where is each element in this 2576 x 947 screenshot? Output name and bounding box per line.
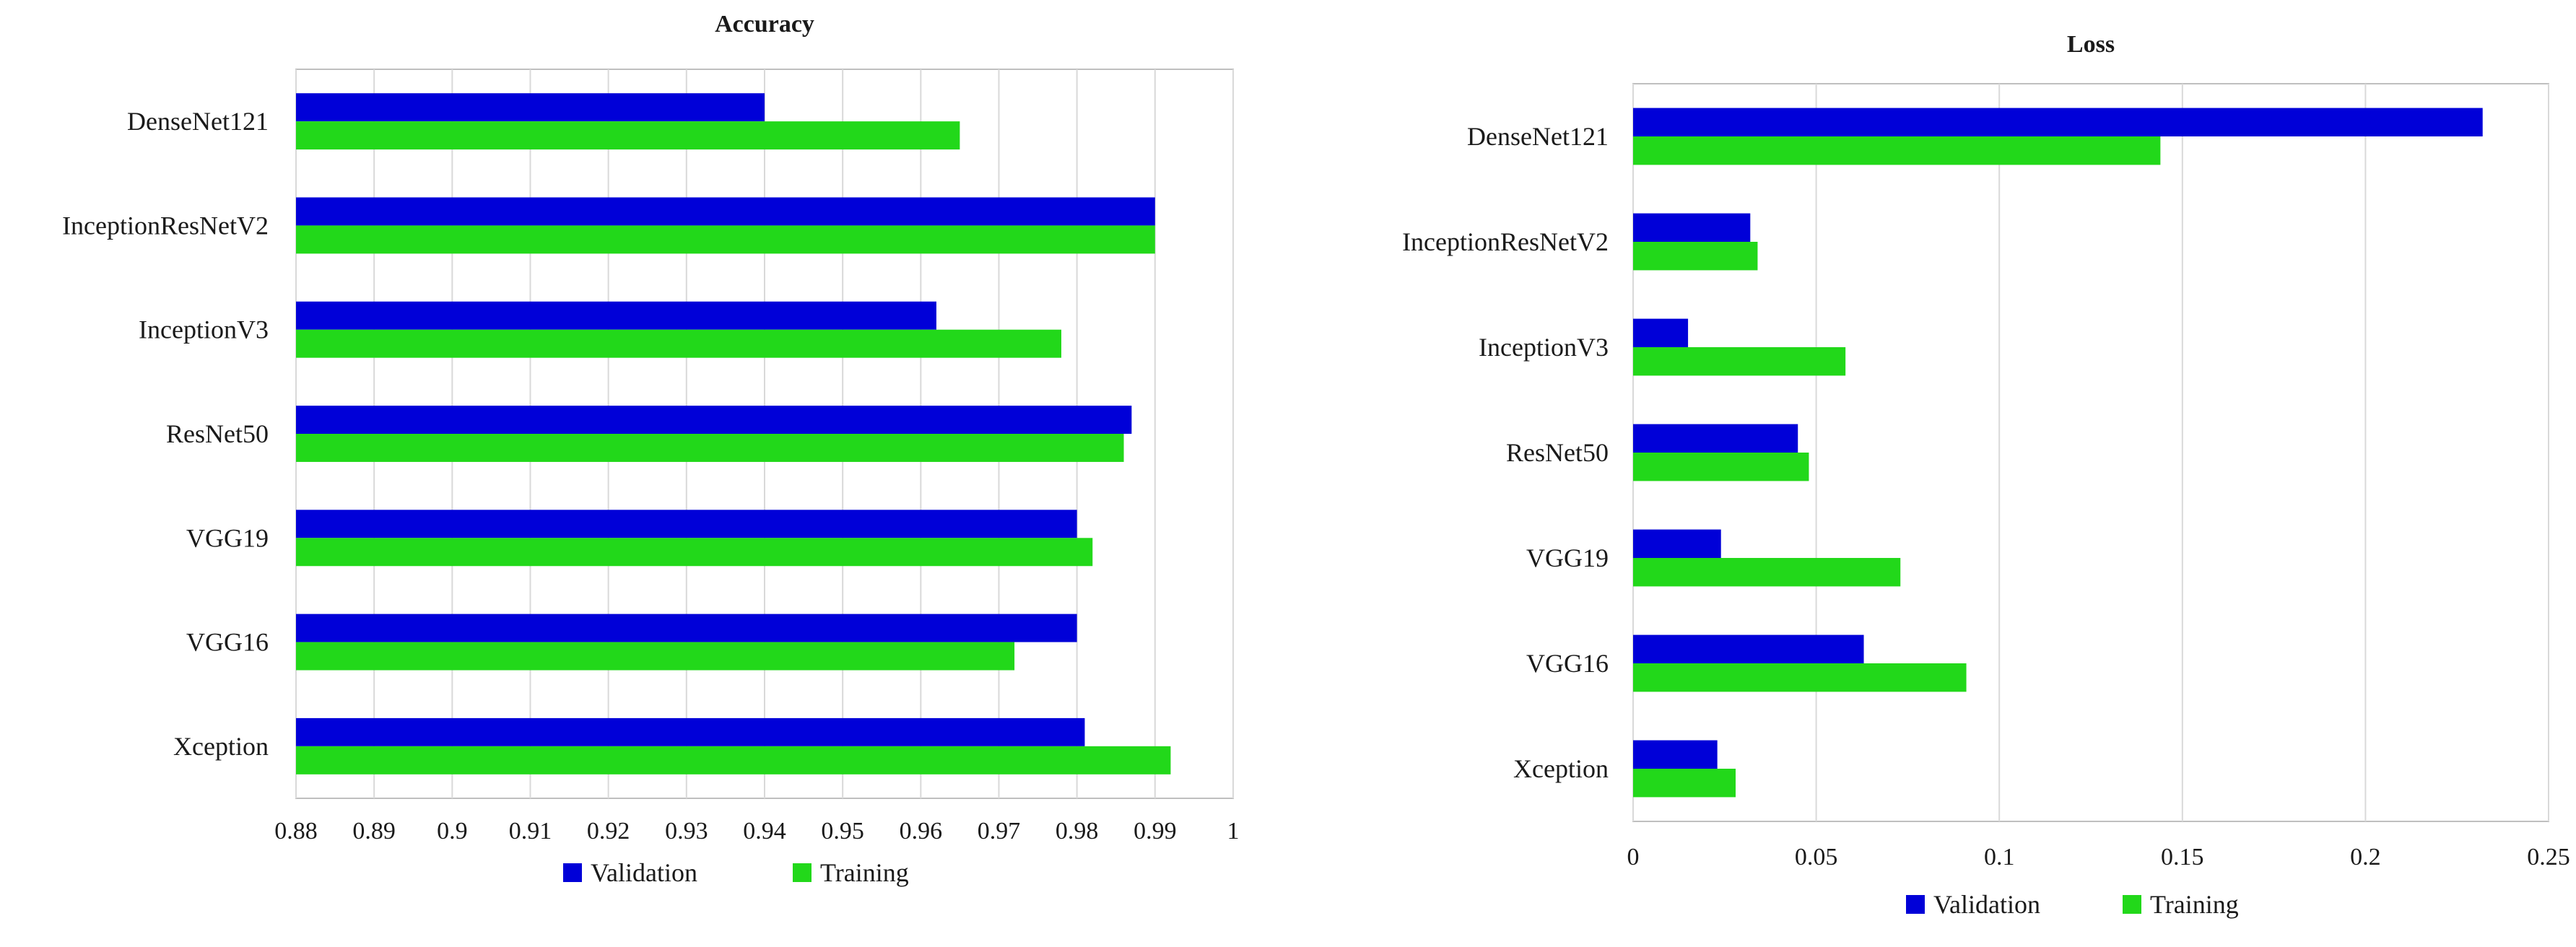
category-label: DenseNet121 (1467, 122, 1609, 151)
legend-label-training: Training (2150, 890, 2239, 919)
x-tick-label: 0.05 (1795, 844, 1838, 870)
bar-training-resnet50 (1633, 453, 1809, 481)
x-tick-label: 0.92 (587, 818, 630, 845)
bar-training-densenet121 (296, 121, 960, 150)
legend-label-validation: Validation (591, 858, 697, 887)
chart-accuracy: 0.88 0.89 0.9 0.91 0.92 0.93 0.94 0.95 0.96 0.97 0… (62, 11, 1239, 887)
chart-title: Loss (2067, 31, 2115, 58)
bar-validation-resnet50 (1633, 424, 1798, 453)
category-label: VGG19 (1526, 544, 1609, 572)
bar-training-vgg16 (296, 642, 1015, 671)
x-tick-label: 0 (1627, 844, 1640, 870)
category-label: ResNet50 (1506, 438, 1609, 467)
category-label: InceptionV3 (1479, 333, 1609, 362)
x-tick-label: 0.15 (2161, 844, 2204, 870)
category-label: InceptionV3 (139, 315, 269, 344)
bar-validation-xception (296, 717, 1085, 746)
bar-validation-vgg19 (1633, 529, 1721, 558)
bar-training-inceptionresnetv2 (296, 225, 1155, 254)
bar-validation-resnet50 (296, 406, 1132, 434)
bar-validation-inceptionv3 (296, 301, 936, 330)
category-label: DenseNet121 (127, 107, 269, 136)
bar-training-inceptionv3 (296, 329, 1062, 358)
category-label: ResNet50 (166, 419, 269, 448)
x-tick-label: 0.91 (509, 818, 552, 845)
bar-training-vgg19 (1633, 558, 1901, 587)
bar-validation-inceptionv3 (1633, 318, 1689, 347)
legend-swatch-training (793, 863, 811, 882)
category-label: Xception (173, 732, 269, 761)
category-label: Xception (1513, 754, 1609, 783)
category-label: VGG16 (1526, 649, 1609, 678)
bar-training-inceptionresnetv2 (1633, 242, 1758, 271)
x-tick-label: 0.9 (437, 818, 468, 845)
bar-validation-vgg19 (296, 510, 1077, 538)
bar-training-xception (296, 746, 1171, 774)
x-tick-label: 0.94 (743, 818, 786, 845)
category-label: InceptionResNetV2 (1402, 227, 1609, 256)
bar-training-vgg19 (296, 538, 1093, 567)
x-tick-label: 0.93 (665, 818, 708, 845)
bar-validation-densenet121 (1633, 108, 2483, 136)
bar-training-inceptionv3 (1633, 347, 1846, 376)
bar-validation-densenet121 (296, 93, 765, 122)
bar-validation-inceptionresnetv2 (1633, 213, 1751, 242)
x-tick-label: 0.99 (1133, 818, 1177, 845)
bar-training-xception (1633, 769, 1736, 798)
legend-swatch-training (2123, 895, 2141, 914)
x-tick-label: 1 (1227, 818, 1240, 845)
x-tick-label: 0.96 (900, 818, 943, 845)
x-tick-label: 0.1 (1984, 844, 2015, 870)
legend-swatch-validation (1906, 895, 1925, 914)
chart-title: Accuracy (715, 11, 814, 38)
category-label: InceptionResNetV2 (62, 211, 269, 240)
x-tick-label: 0.97 (978, 818, 1021, 845)
x-tick-label: 0.25 (2527, 844, 2570, 870)
bar-training-vgg16 (1633, 663, 1967, 692)
category-label: VGG19 (186, 523, 269, 552)
bar-validation-vgg16 (1633, 634, 1864, 663)
x-tick-label: 0.2 (2350, 844, 2381, 870)
bar-validation-vgg16 (296, 614, 1077, 642)
bar-training-resnet50 (296, 434, 1124, 462)
chart-loss: 0 0.05 0.1 0.15 0.2 0.25 Loss DenseNet121 Incept… (1402, 31, 2570, 919)
x-tick-label: 0.89 (352, 818, 396, 845)
legend-label-validation: Validation (1933, 890, 2040, 919)
category-label: VGG16 (186, 628, 269, 657)
legend-swatch-validation (563, 863, 582, 882)
legend-label-training: Training (820, 858, 909, 887)
x-tick-label: 0.88 (274, 818, 318, 845)
bar-validation-xception (1633, 740, 1718, 769)
bar-training-densenet121 (1633, 136, 2161, 165)
x-tick-label: 0.95 (821, 818, 864, 845)
bar-validation-inceptionresnetv2 (296, 197, 1155, 226)
x-tick-label: 0.98 (1056, 818, 1099, 845)
